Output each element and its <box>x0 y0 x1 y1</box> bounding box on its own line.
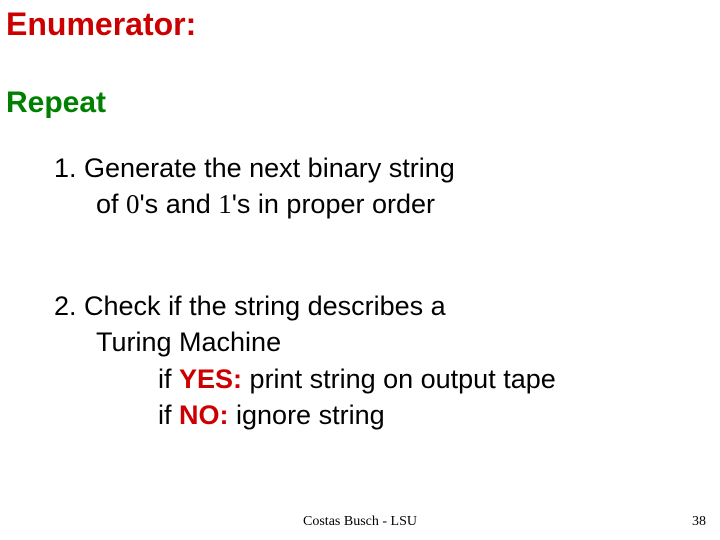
repeat-heading: Repeat <box>6 86 106 120</box>
slide-title: Enumerator: <box>6 6 196 43</box>
step-1-line1: Generate the next binary string <box>84 153 455 183</box>
step-1-line2c: 's in proper order <box>232 189 435 219</box>
step-2-if-yes-prefix: if <box>158 364 179 394</box>
step-2: 2. Check if the string describes a Turin… <box>54 288 556 434</box>
step-1-line2b: 's and <box>140 189 219 219</box>
yes-keyword: YES: <box>179 364 242 394</box>
step-1: 1. Generate the next binary string of 0'… <box>54 150 455 223</box>
footer-author: Costas Busch - LSU <box>0 514 720 530</box>
page-number: 38 <box>692 514 706 530</box>
no-keyword: NO: <box>179 400 229 430</box>
step-2-yes-action: print string on output tape <box>242 364 556 394</box>
slide: Enumerator: Repeat 1. Generate the next … <box>0 0 720 540</box>
zero-symbol: 0 <box>126 189 140 219</box>
step-2-if-no-prefix: if <box>158 400 179 430</box>
step-2-line1: Check if the string describes a <box>84 291 446 321</box>
step-2-line2: Turing Machine <box>54 324 556 360</box>
step-2-no-action: ignore string <box>229 400 385 430</box>
step-2-number: 2. <box>54 291 84 321</box>
step-1-number: 1. <box>54 153 84 183</box>
step-1-line2a: of <box>96 189 126 219</box>
one-symbol: 1 <box>218 189 232 219</box>
